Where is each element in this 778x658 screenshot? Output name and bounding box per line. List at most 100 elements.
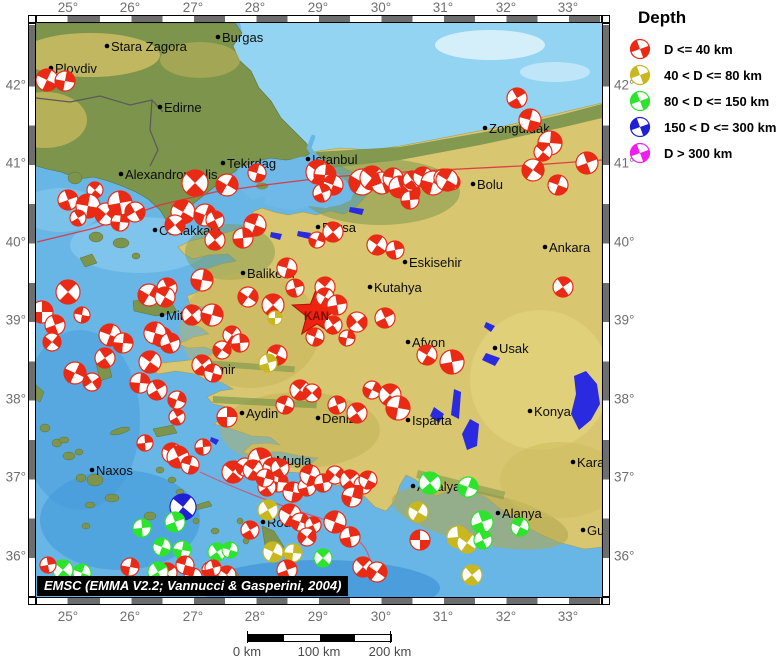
lon-tick-label: 32° [495, 0, 517, 15]
focal-mechanism-beachball [470, 510, 494, 534]
legend-title: Depth [638, 8, 687, 27]
city-label: Afyon [412, 335, 445, 350]
map-frame-right [602, 23, 610, 597]
focal-mechanism-beachball [146, 379, 168, 401]
lat-tick-label: 42° [614, 77, 635, 93]
map-frame-bottom [36, 597, 602, 605]
focal-mechanism-beachball [400, 190, 420, 210]
focal-mechanism-beachball [190, 268, 214, 292]
focal-mechanism-beachball [276, 257, 298, 279]
city-marker: Karaman [570, 455, 602, 470]
focal-mechanism-beachball [456, 532, 478, 554]
lat-tick-label: 37° [614, 469, 635, 485]
legend-item: 40 < D <= 80 km [628, 62, 778, 88]
lat-tick-label: 41° [614, 155, 635, 171]
city-label: Edirne [164, 100, 202, 115]
lat-tick-label: 36° [5, 548, 26, 564]
city-label: Naxos [96, 463, 133, 478]
focal-mechanism-beachball [36, 300, 54, 324]
focal-mechanism-beachball [69, 209, 87, 227]
focal-mechanism-beachball [232, 227, 254, 249]
city-marker: Aydin [239, 406, 278, 421]
lon-tick-label: 28° [244, 0, 266, 15]
focal-mechanism-beachball [203, 363, 223, 383]
legend-item: 80 < D <= 150 km [628, 88, 778, 114]
lon-tick-label: 30° [370, 0, 392, 15]
terrain [36, 92, 87, 148]
city-marker: Kutahya [367, 280, 422, 295]
scale-end-tick [247, 631, 248, 643]
map-frame-top [36, 15, 602, 23]
focal-mechanism-beachball [305, 327, 325, 347]
lakes [210, 207, 600, 450]
lon-tick-label: 31° [432, 609, 454, 624]
legend-beachball-icon [629, 38, 651, 60]
lon-tick-label: 25° [57, 0, 79, 15]
city-label: Aydin [246, 406, 278, 421]
focal-mechanism-beachball [164, 511, 186, 533]
focal-mechanism-beachball [39, 556, 57, 574]
lat-tick-label: 38° [5, 391, 26, 407]
focal-mechanism-beachball [629, 64, 651, 86]
focal-mechanism-beachball [323, 510, 347, 534]
focal-mechanism-beachball [159, 332, 181, 354]
focal-mechanism-beachball [212, 340, 232, 360]
lon-tick-label: 27° [182, 0, 204, 15]
city-label: Bolu [477, 177, 503, 192]
focal-mechanism-beachball [200, 303, 224, 327]
lon-tick-label: 27° [182, 609, 204, 624]
focal-mechanism-beachball [194, 438, 212, 456]
focal-mechanism-beachball [407, 501, 429, 523]
focal-mechanism-beachball [518, 108, 542, 132]
scale-bar-area: 0 km 100 km 200 km [0, 628, 778, 658]
focal-mechanism-beachball [207, 542, 227, 562]
depth-legend: Depth D <= 40 km 40 < D <= 80 km 80 < D <=… [628, 4, 778, 166]
focal-mechanism-beachball [346, 402, 368, 424]
lon-tick-label: 25° [57, 609, 79, 624]
focal-mechanism-beachball [181, 304, 203, 326]
focal-mechanism-beachball [42, 332, 62, 352]
focal-mechanism-beachball [138, 350, 162, 374]
map-canvas: Stara ZagoraBurgasPlovdivEdirneAlexandro… [36, 23, 602, 597]
focal-mechanism-beachball [267, 310, 283, 326]
focal-mechanism-beachball [168, 408, 186, 426]
focal-mechanism-beachball [181, 169, 209, 197]
focal-mechanism-beachball [63, 361, 87, 385]
focal-mechanism-beachball [275, 395, 295, 415]
lon-tick-label: 26° [119, 609, 141, 624]
city-label: Konya [534, 404, 572, 419]
focal-mechanism-beachball [73, 306, 91, 324]
focal-mechanism-beachball [258, 353, 278, 373]
legend-item-label: D <= 40 km [664, 41, 733, 57]
focal-mechanism-beachball [262, 541, 284, 563]
focal-mechanism-beachball [283, 543, 303, 563]
city-marker: Bolu [470, 177, 503, 192]
lat-tick-label: 42° [5, 77, 26, 93]
legend-beachball-icon [629, 116, 651, 138]
legend-item: 150 < D <= 300 km [628, 114, 778, 140]
focal-mechanism-beachball [204, 559, 222, 577]
focal-mechanism-beachball [172, 540, 192, 560]
focal-mechanism-beachball [167, 390, 187, 410]
lat-tick-label: 36° [614, 548, 635, 564]
focal-mechanism-beachball [521, 158, 545, 182]
city-label: Kutahya [374, 280, 422, 295]
scale-segment [283, 635, 320, 641]
lon-tick-label: 33° [557, 609, 579, 624]
focal-mechanism-beachball [285, 278, 305, 298]
city-marker: Afyon [405, 335, 445, 350]
focal-mechanism-beachball [94, 347, 116, 369]
lat-tick-label: 40° [5, 234, 26, 250]
city-marker: Isparta [405, 413, 453, 428]
focal-mechanism-beachball [215, 173, 239, 197]
scale-end-tick [390, 631, 391, 643]
focal-mechanism-beachball [270, 458, 290, 478]
focal-mechanism-beachball [374, 307, 396, 329]
focal-mechanism-beachball [547, 174, 569, 196]
focal-mechanism-beachball [132, 518, 152, 538]
focal-mechanism-beachball [221, 541, 239, 559]
lon-tick-label: 32° [495, 609, 517, 624]
lat-tick-label: 39° [614, 312, 635, 328]
focal-mechanism-beachball [416, 344, 438, 366]
